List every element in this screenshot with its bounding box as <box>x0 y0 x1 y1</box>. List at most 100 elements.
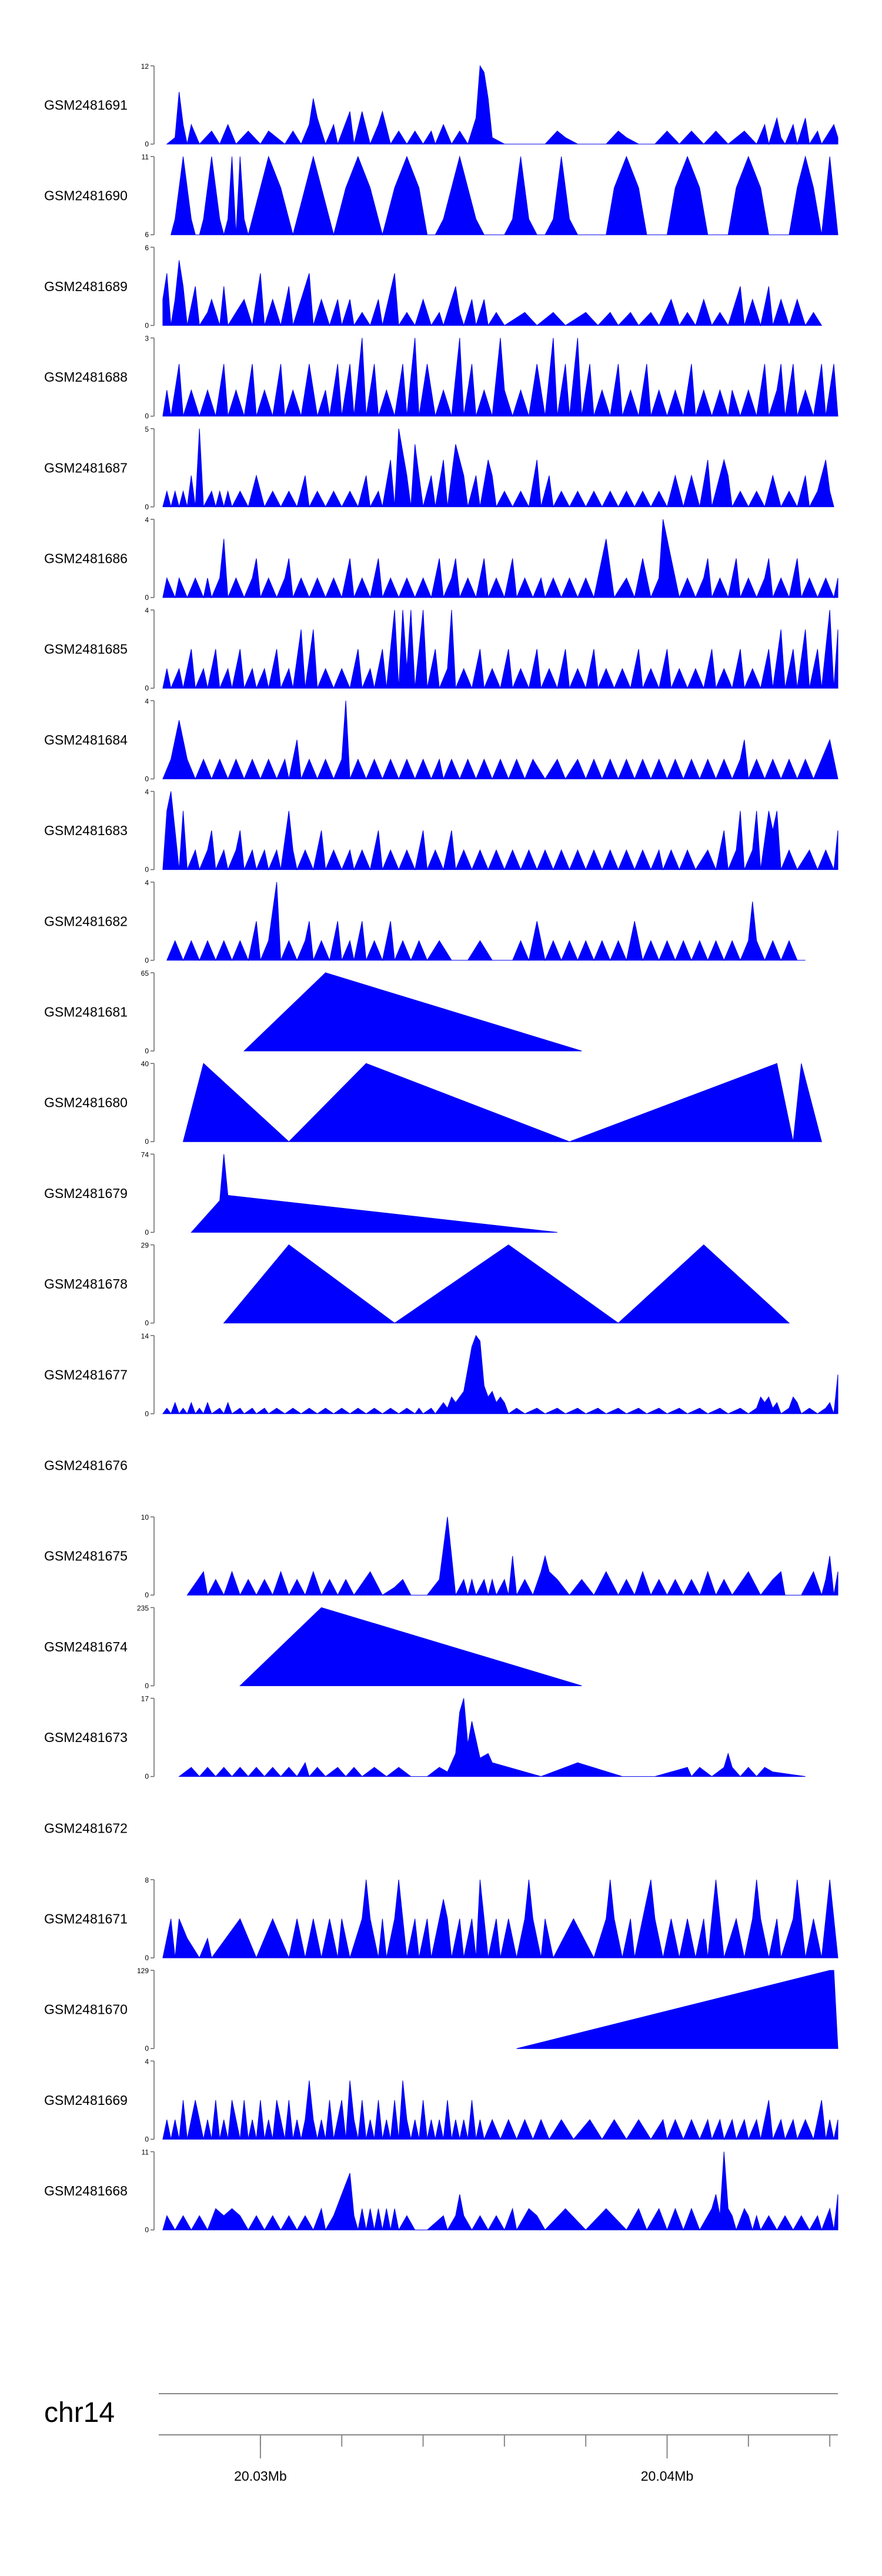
coverage-area <box>243 972 582 1052</box>
y-tick-label-top: 10 <box>141 1513 149 1521</box>
y-tick-label-top: 65 <box>141 969 149 977</box>
coverage-area <box>162 1879 838 1959</box>
track-label: GSM2481684 <box>44 732 128 748</box>
y-tick-label-top: 4 <box>145 879 149 887</box>
track-label: GSM2481668 <box>44 2183 128 2198</box>
track-label: GSM2481671 <box>44 1911 128 1927</box>
sample-tracks: GSM2481691120GSM2481690116GSM248168960GS… <box>44 62 838 2234</box>
track-label: GSM2481687 <box>44 460 128 475</box>
track-GSM2481689: GSM2481689 6 0 <box>44 243 823 329</box>
y-tick-label-top: 3 <box>145 335 149 343</box>
axis-ticks: 20.03Mb 20.04Mb <box>234 2435 831 2484</box>
coverage-area <box>162 338 838 418</box>
y-tick-label-bottom: 0 <box>145 593 149 602</box>
coverage-area <box>162 2151 838 2231</box>
track-label: GSM2481670 <box>44 2002 128 2017</box>
y-tick-label-top: 40 <box>141 1060 149 1068</box>
track-GSM2481669: GSM2481669 4 0 <box>44 2057 838 2143</box>
coverage-area <box>223 1244 790 1324</box>
y-tick-label-bottom: 0 <box>145 2135 149 2143</box>
track-label: GSM2481683 <box>44 823 128 838</box>
y-tick-label-bottom: 0 <box>145 1954 149 1962</box>
track-label: GSM2481677 <box>44 1367 128 1382</box>
y-tick-label-top: 4 <box>145 788 149 796</box>
track-GSM2481680: GSM2481680 40 0 <box>44 1060 822 1146</box>
y-tick-label-top: 129 <box>137 1967 149 1975</box>
y-tick-label-bottom: 0 <box>145 866 149 874</box>
y-tick-label-top: 11 <box>142 153 149 161</box>
track-label: GSM2481675 <box>44 1549 128 1564</box>
coverage-area <box>186 1517 838 1597</box>
coverage-area <box>191 1154 557 1233</box>
track-label: GSM2481690 <box>44 188 128 203</box>
y-tick-label-top: 12 <box>141 62 149 71</box>
track-label: GSM2481678 <box>44 1276 128 1292</box>
axis-tick-label: 20.04Mb <box>641 2468 694 2484</box>
track-label: GSM2481674 <box>44 1639 128 1654</box>
track-GSM2481688: GSM2481688 3 0 <box>44 335 838 421</box>
track-label: GSM2481673 <box>44 1730 128 1745</box>
coverage-area <box>516 1970 838 2049</box>
track-GSM2481687: GSM2481687 5 0 <box>44 425 834 511</box>
y-tick-label-top: 8 <box>145 1876 149 1884</box>
coverage-area <box>178 1698 806 1777</box>
track-GSM2481671: GSM2481671 8 0 <box>44 1876 838 1962</box>
y-tick-label-bottom: 0 <box>145 321 149 329</box>
y-tick-label-bottom: 0 <box>145 2226 149 2234</box>
y-tick-label-bottom: 0 <box>145 503 149 511</box>
coverage-area <box>162 428 834 508</box>
y-tick-label-bottom: 0 <box>145 1047 149 1055</box>
track-label: GSM2481681 <box>44 1005 128 1020</box>
track-GSM2481678: GSM2481678 29 0 <box>44 1242 790 1327</box>
y-tick-label-top: 5 <box>145 425 149 433</box>
y-tick-label-top: 17 <box>141 1695 149 1703</box>
y-tick-label-bottom: 0 <box>145 1681 149 1690</box>
y-tick-label-bottom: 0 <box>145 140 149 148</box>
track-GSM2481691: GSM2481691 12 0 <box>44 62 838 148</box>
coverage-area <box>162 1334 838 1414</box>
track-label: GSM2481685 <box>44 642 128 657</box>
track-label: GSM2481669 <box>44 2093 128 2108</box>
y-tick-label-bottom: 0 <box>145 775 149 783</box>
coverage-area <box>162 610 838 689</box>
y-tick-label-bottom: 6 <box>145 231 149 239</box>
track-GSM2481682: GSM2481682 4 0 <box>44 879 806 965</box>
track-GSM2481673: GSM2481673 17 0 <box>44 1695 806 1781</box>
track-label: GSM2481676 <box>44 1458 128 1473</box>
track-GSM2481690: GSM2481690 11 6 <box>44 153 838 239</box>
y-tick-label-bottom: 0 <box>145 1591 149 1599</box>
track-GSM2481677: GSM2481677 14 0 <box>44 1332 838 1418</box>
track-GSM2481681: GSM2481681 65 0 <box>44 969 582 1055</box>
track-label: GSM2481680 <box>44 1095 128 1110</box>
track-GSM2481670: GSM2481670 129 0 <box>44 1967 838 2053</box>
genome-axis: chr14 20.03Mb 20.04Mb <box>44 2393 838 2484</box>
y-tick-label-bottom: 0 <box>145 1773 149 1781</box>
coverage-area <box>166 882 806 962</box>
axis-tick-label: 20.03Mb <box>234 2468 287 2484</box>
coverage-area <box>166 65 838 145</box>
coverage-area <box>162 791 838 871</box>
coverage-area <box>182 1063 822 1142</box>
track-GSM2481668: GSM2481668 11 0 <box>44 2148 838 2234</box>
coverage-area <box>171 155 838 236</box>
track-label: GSM2481672 <box>44 1820 128 1836</box>
y-tick-label-top: 14 <box>141 1332 149 1340</box>
coverage-area <box>239 1607 582 1686</box>
y-tick-label-top: 29 <box>141 1242 149 1250</box>
track-GSM2481675: GSM2481675 10 0 <box>44 1513 838 1599</box>
track-label: GSM2481688 <box>44 369 128 385</box>
y-tick-label-top: 74 <box>141 1150 149 1159</box>
track-GSM2481674: GSM2481674 235 0 <box>44 1604 582 1690</box>
y-tick-label-bottom: 0 <box>145 2044 149 2053</box>
track-label: GSM2481689 <box>44 279 128 294</box>
track-GSM2481679: GSM2481679 74 0 <box>44 1150 557 1236</box>
coverage-area <box>162 2080 838 2141</box>
y-tick-label-bottom: 0 <box>145 1410 149 1418</box>
track-label: GSM2481682 <box>44 913 128 929</box>
y-tick-label-bottom: 0 <box>145 412 149 421</box>
y-tick-label-top: 4 <box>145 2057 149 2066</box>
track-GSM2481672: GSM2481672 <box>44 1820 128 1836</box>
coverage-area <box>162 700 838 780</box>
track-GSM2481686: GSM2481686 4 0 <box>44 516 838 602</box>
